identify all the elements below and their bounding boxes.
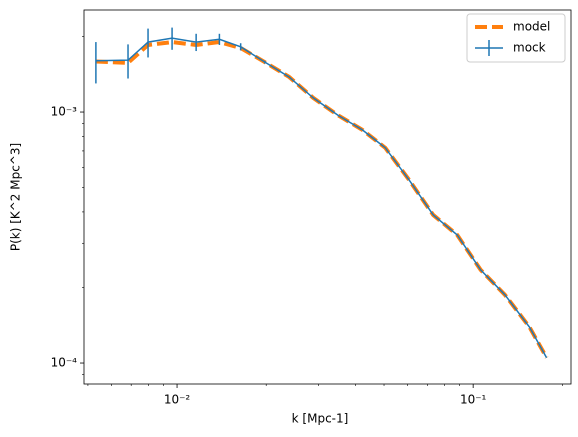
- legend-label: model: [513, 20, 550, 34]
- model-line: [95, 40, 549, 359]
- legend-label: mock: [513, 41, 546, 55]
- legend-box: [466, 13, 566, 63]
- y-tick-label: 10⁻³: [51, 105, 78, 119]
- y-axis-label: P(k) [K^2 Mpc^3]: [9, 143, 23, 251]
- mock-line: [95, 37, 548, 359]
- x-axis-label: k [Mpc-1]: [292, 412, 349, 426]
- y-tick-label: 10⁻⁴: [51, 356, 78, 370]
- plot-frame: [83, 9, 572, 385]
- x-tick-label: 10⁻¹: [460, 393, 487, 407]
- x-tick-label: 10⁻²: [164, 393, 191, 407]
